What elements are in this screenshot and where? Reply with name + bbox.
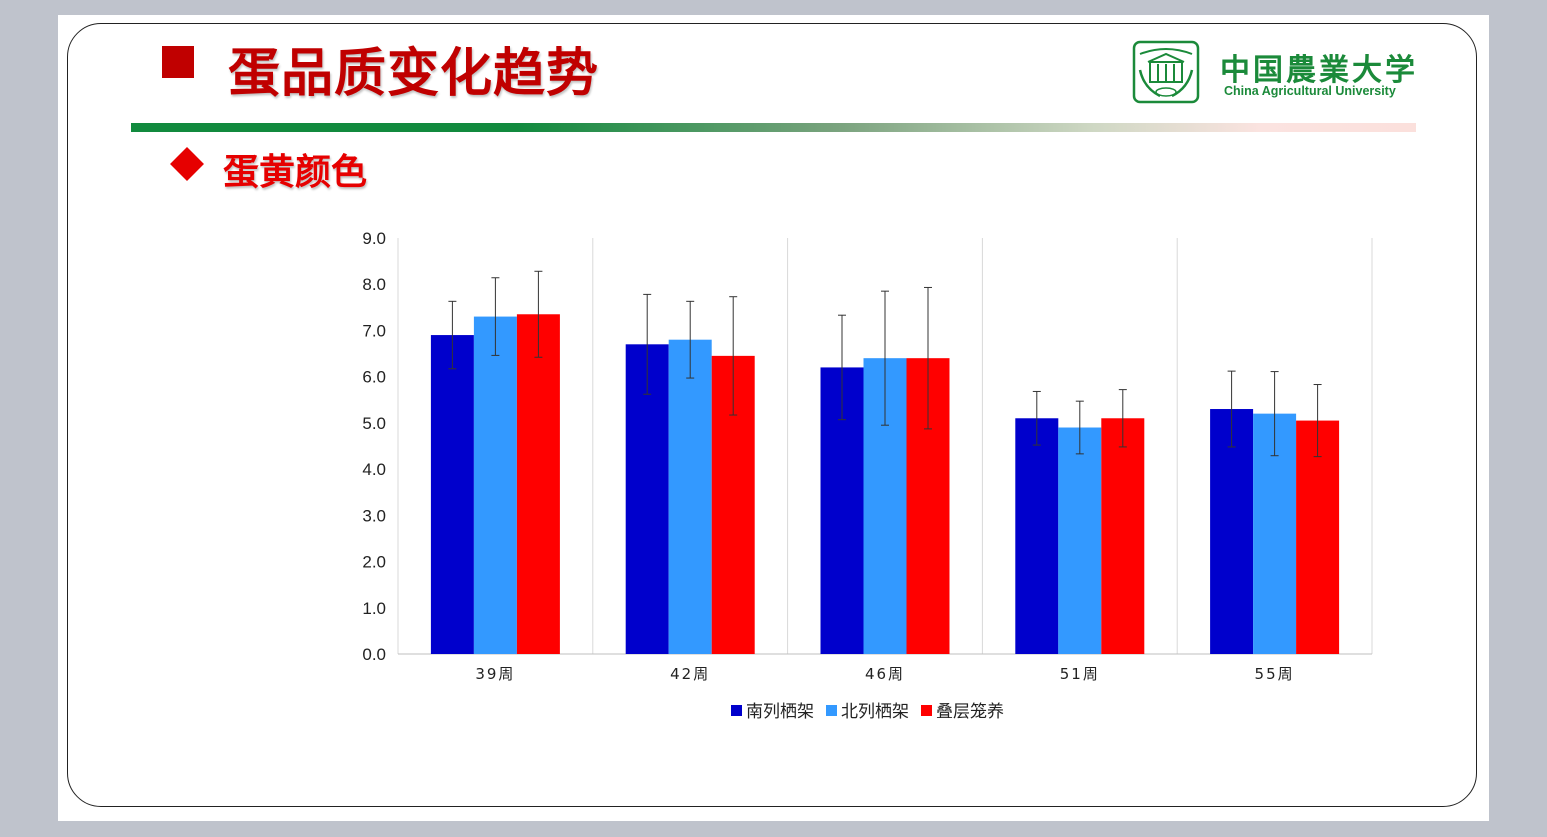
bar <box>1210 409 1254 654</box>
x-tick-label: 46周 <box>865 665 905 683</box>
y-tick-label: 2.0 <box>362 553 386 572</box>
chart-legend: 南列栖架 北列栖架 叠层笼养 <box>731 702 1004 722</box>
legend-swatch <box>921 705 932 716</box>
y-tick-label: 8.0 <box>362 275 386 294</box>
university-seal-icon <box>1132 40 1200 104</box>
bar <box>1101 418 1145 654</box>
page-title: 蛋品质变化趋势 <box>228 44 600 104</box>
bar <box>625 344 669 654</box>
x-tick-label: 39周 <box>475 665 515 683</box>
university-name-en: China Agricultural University <box>1224 84 1396 98</box>
bar <box>473 316 517 654</box>
y-tick-label: 9.0 <box>362 229 386 248</box>
bar <box>668 339 712 654</box>
y-tick-label: 4.0 <box>362 460 386 479</box>
y-axis-ticks: 0.0 1.0 2.0 3.0 4.0 5.0 6.0 7.0 8.0 9.0 <box>362 229 386 664</box>
y-tick-label: 6.0 <box>362 368 386 387</box>
bar <box>1296 420 1340 654</box>
title-bullet-square <box>162 46 194 78</box>
section-subtitle: 蛋黄颜色 <box>223 152 368 193</box>
x-axis-categories: 39周 42周 46周 51周 55周 <box>475 665 1295 683</box>
x-tick-label: 51周 <box>1060 665 1100 683</box>
y-tick-label: 5.0 <box>362 414 386 433</box>
y-tick-label: 7.0 <box>362 321 386 340</box>
x-tick-label: 55周 <box>1255 665 1295 683</box>
bar <box>516 314 560 654</box>
legend-label: 叠层笼养 <box>936 702 1004 722</box>
university-name-cn: 中国農業大学 <box>1220 53 1418 88</box>
x-tick-label: 42周 <box>670 665 710 683</box>
chart-error-bars <box>448 270 1322 458</box>
y-tick-label: 1.0 <box>362 599 386 618</box>
legend-swatch <box>731 705 742 716</box>
bar <box>430 335 474 654</box>
legend-swatch <box>826 705 837 716</box>
y-tick-label: 3.0 <box>362 506 386 525</box>
y-tick-label: 0.0 <box>362 645 386 664</box>
chart-bars <box>430 314 1340 654</box>
bar <box>1058 427 1102 654</box>
legend-label: 南列栖架 <box>746 702 814 722</box>
chart-grid <box>397 238 1373 655</box>
slide-frame <box>67 23 1477 807</box>
bar <box>1015 418 1059 654</box>
header-divider <box>131 123 1416 132</box>
legend-label: 北列栖架 <box>841 702 909 722</box>
